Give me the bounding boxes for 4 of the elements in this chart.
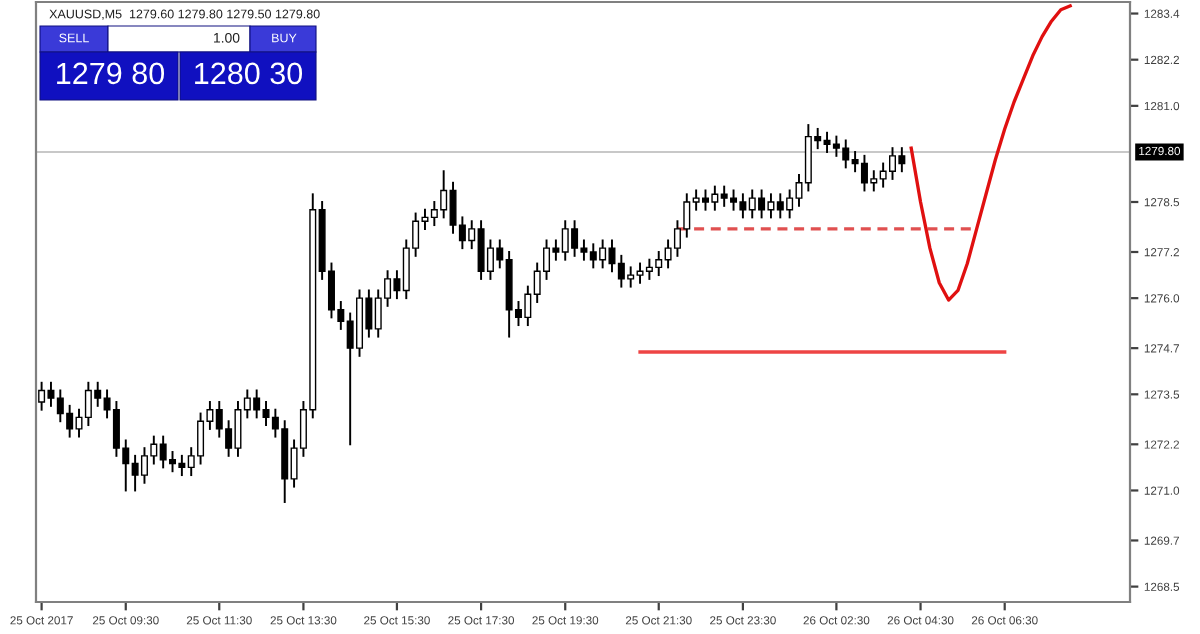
line-series — [909, 4, 1072, 302]
candlestick — [38, 381, 46, 411]
annotation: 1280 30 — [195, 62, 303, 85]
annotation: 1279 80 — [57, 62, 165, 85]
